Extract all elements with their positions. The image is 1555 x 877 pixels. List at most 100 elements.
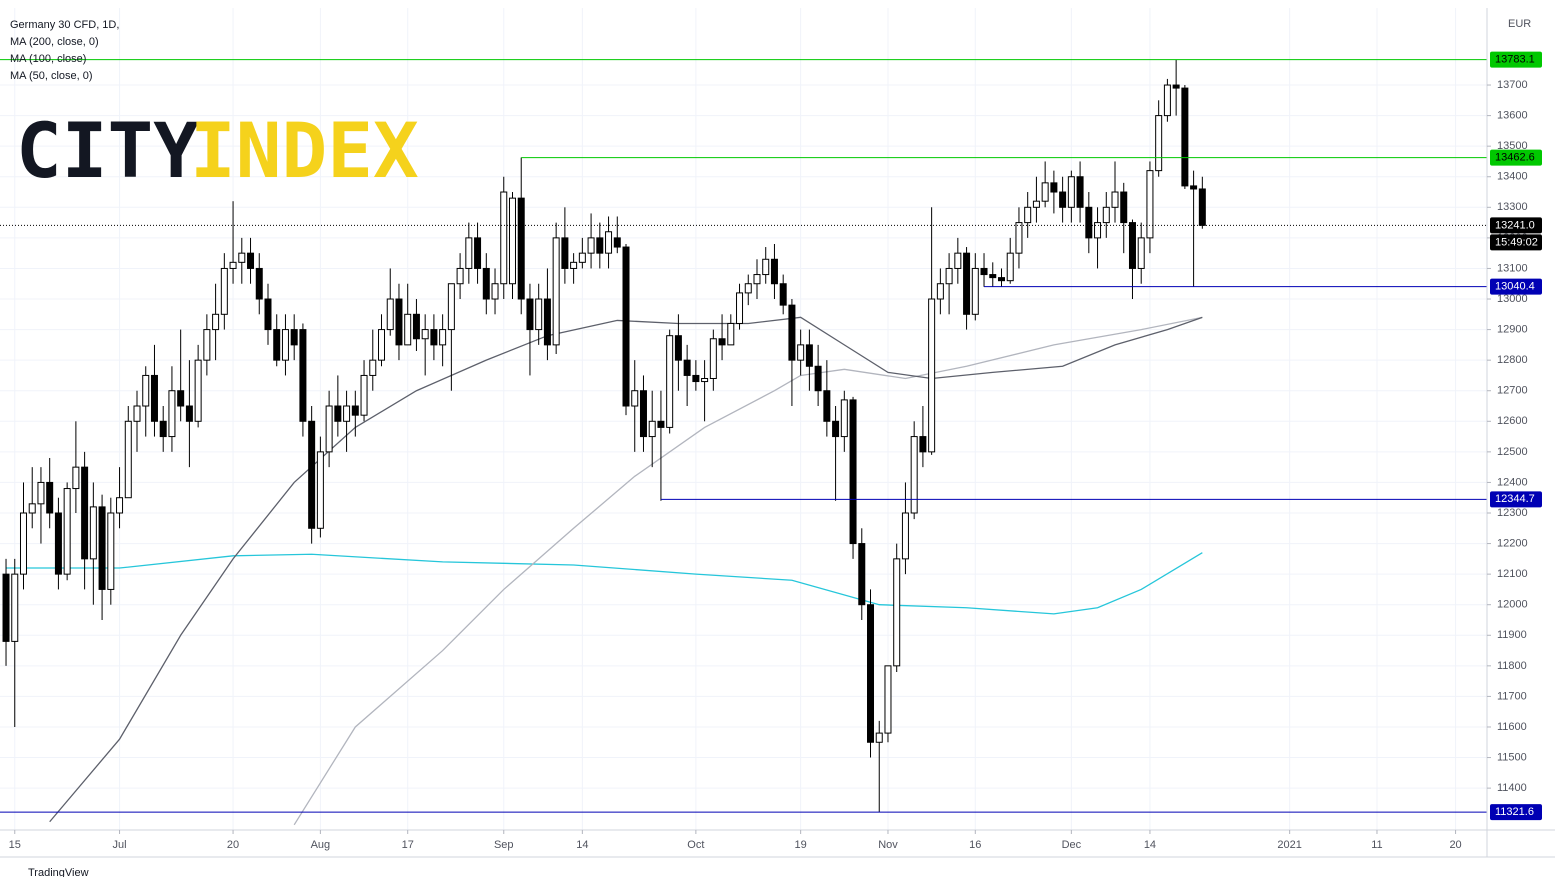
candle-body [858, 543, 866, 606]
x-tick-label: 14 [1144, 839, 1156, 851]
level-label: 13040.4 [1495, 281, 1535, 293]
candle-body [212, 313, 220, 331]
candle-body [762, 258, 770, 276]
y-tick-label: 13500 [1497, 140, 1528, 152]
candle-body [1032, 200, 1040, 208]
candle-body [316, 451, 324, 529]
y-tick-label: 13100 [1497, 262, 1528, 274]
plot [0, 59, 1487, 826]
x-tick-label: Oct [687, 839, 704, 851]
candle-body [517, 197, 525, 300]
candle-body [37, 481, 45, 505]
candle-body [1085, 206, 1093, 239]
candle-body [919, 436, 927, 453]
candle-body [177, 390, 185, 407]
candle-body [753, 274, 761, 285]
candle-body [369, 359, 377, 376]
candle-body [980, 267, 988, 276]
candle-body [849, 399, 857, 545]
candle-body [1111, 191, 1119, 208]
candle-body [308, 420, 316, 529]
level-label: 12344.7 [1495, 493, 1535, 505]
candle-body [526, 298, 534, 331]
candle-body [19, 512, 27, 575]
candle-body [736, 292, 744, 324]
candle-body [797, 344, 805, 361]
candle-body [1050, 182, 1058, 193]
level-label-box [1490, 491, 1542, 508]
candle-body [709, 338, 717, 379]
candle-body [578, 252, 586, 263]
candle-body [622, 246, 630, 407]
y-tick-label: 12200 [1497, 537, 1528, 549]
candle-body [945, 267, 953, 285]
candle-body [613, 237, 621, 248]
candle-body [701, 377, 709, 383]
candle-body [290, 329, 298, 346]
chart-title: Germany 30 CFD, 1D, [10, 19, 119, 31]
candle-body [98, 506, 106, 590]
candle-body [805, 344, 813, 367]
candle-body [124, 420, 132, 499]
candle-body [81, 466, 89, 560]
candle-body [971, 267, 979, 315]
candle-body [1120, 191, 1128, 224]
y-tick-label: 11900 [1497, 629, 1527, 641]
level-label: 13462.6 [1495, 152, 1535, 164]
x-tick-label: 17 [402, 839, 414, 851]
candle-body [674, 335, 682, 361]
candle-body [421, 329, 429, 340]
candle-body [666, 335, 674, 428]
y-tick-label: 12400 [1497, 476, 1528, 488]
candle-body [273, 329, 281, 361]
candle-body [893, 558, 901, 667]
candle-body [552, 237, 560, 346]
y-tick-label: 11600 [1497, 721, 1527, 733]
y-tick-label: 13400 [1497, 171, 1528, 183]
candle-body [63, 488, 71, 575]
candle-body [954, 252, 962, 269]
x-tick-label: 16 [969, 839, 981, 851]
y-tick-label: 13000 [1497, 293, 1528, 305]
candle-body [334, 405, 342, 422]
candle-body [1155, 115, 1163, 172]
candle-body [718, 338, 726, 346]
x-tick-label: Sep [494, 839, 514, 851]
candle-body [997, 277, 1005, 282]
y-tick-label: 11400 [1497, 782, 1527, 794]
candle-body [360, 374, 368, 416]
x-tick-label: 15 [9, 839, 21, 851]
x-tick-label: 19 [795, 839, 807, 851]
x-tick-label: Dec [1062, 839, 1082, 851]
candle-body [474, 237, 482, 269]
candle-body [605, 231, 613, 254]
y-tick-label: 12100 [1497, 568, 1528, 580]
moving-average [6, 552, 1203, 615]
candle-body [596, 237, 604, 254]
y-tick-label: 12700 [1497, 385, 1528, 397]
candle-body [351, 405, 359, 416]
candle-body [150, 374, 158, 422]
grid [0, 8, 1487, 830]
candle-body [910, 436, 918, 514]
candle-body [203, 329, 211, 361]
candle-body [133, 405, 141, 422]
y-tick-label: 11700 [1497, 690, 1527, 702]
y-tick-label: 12300 [1497, 507, 1528, 519]
candle-body [1163, 84, 1171, 117]
candle-body [779, 283, 787, 306]
candle-body [159, 420, 167, 438]
candle-body [1006, 252, 1014, 282]
level-label-box [1490, 149, 1542, 166]
logo-left: CITY [16, 106, 199, 195]
candle-body [1146, 170, 1154, 239]
x-tick-label: 14 [576, 839, 588, 851]
legend-entry: MA (50, close, 0) [10, 70, 93, 82]
candle-body [840, 399, 848, 438]
candle-body [657, 420, 665, 428]
candle-body [963, 252, 971, 315]
level-label: 13783.1 [1495, 54, 1535, 66]
candle-body [1094, 222, 1102, 239]
candle-body [788, 304, 796, 361]
candle-body [1041, 182, 1049, 202]
